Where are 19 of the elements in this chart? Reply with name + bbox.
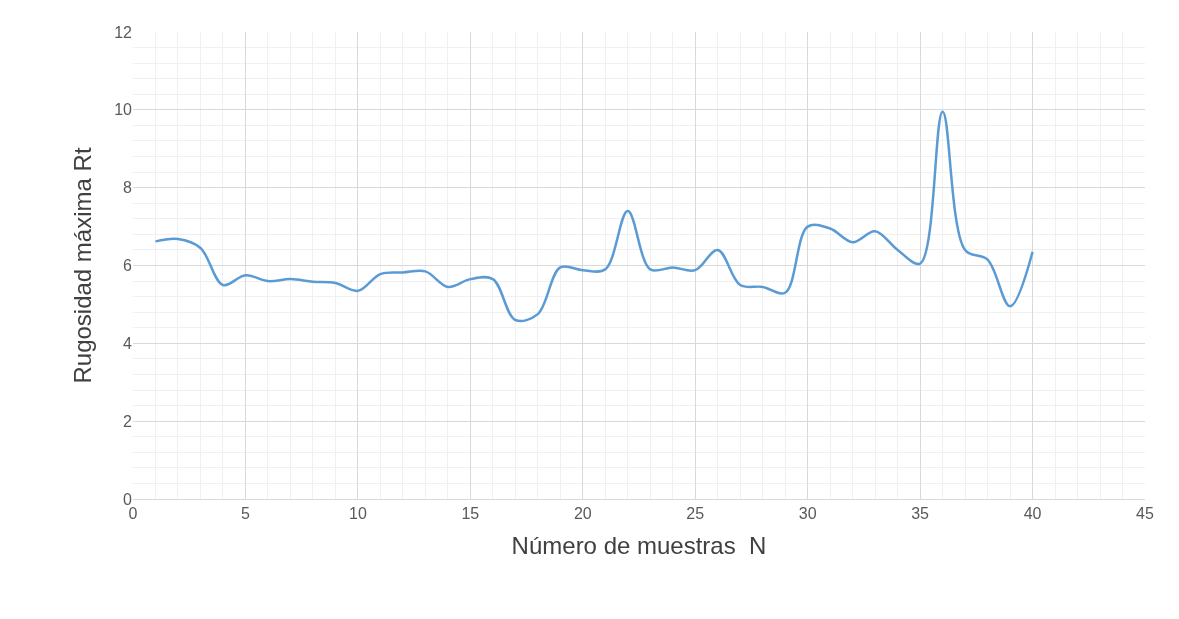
y-axis-title: Rugosidad máxima Rt — [69, 147, 97, 384]
x-tick-label: 35 — [911, 505, 930, 523]
y-tick-label: 2 — [123, 412, 133, 430]
y-tick-label: 12 — [114, 23, 133, 41]
y-tick-label: 10 — [114, 101, 133, 119]
x-tick-label: 15 — [461, 505, 480, 523]
x-tick-label: 30 — [798, 505, 817, 523]
y-tick-label: 8 — [123, 179, 133, 197]
x-tick-label: 45 — [1136, 505, 1154, 523]
x-tick-label: 5 — [240, 505, 250, 523]
line-series — [154, 110, 1034, 322]
x-tick-label: 25 — [686, 505, 705, 523]
x-tick-label: 20 — [573, 505, 592, 523]
y-tick-label: 6 — [123, 257, 133, 275]
x-axis-title: Número de muestras N — [511, 531, 767, 559]
y-tick-label: 0 — [123, 490, 133, 508]
x-tick-label: 40 — [1023, 505, 1042, 523]
y-tick-label: 4 — [123, 334, 133, 352]
x-tick-label: 10 — [348, 505, 367, 523]
